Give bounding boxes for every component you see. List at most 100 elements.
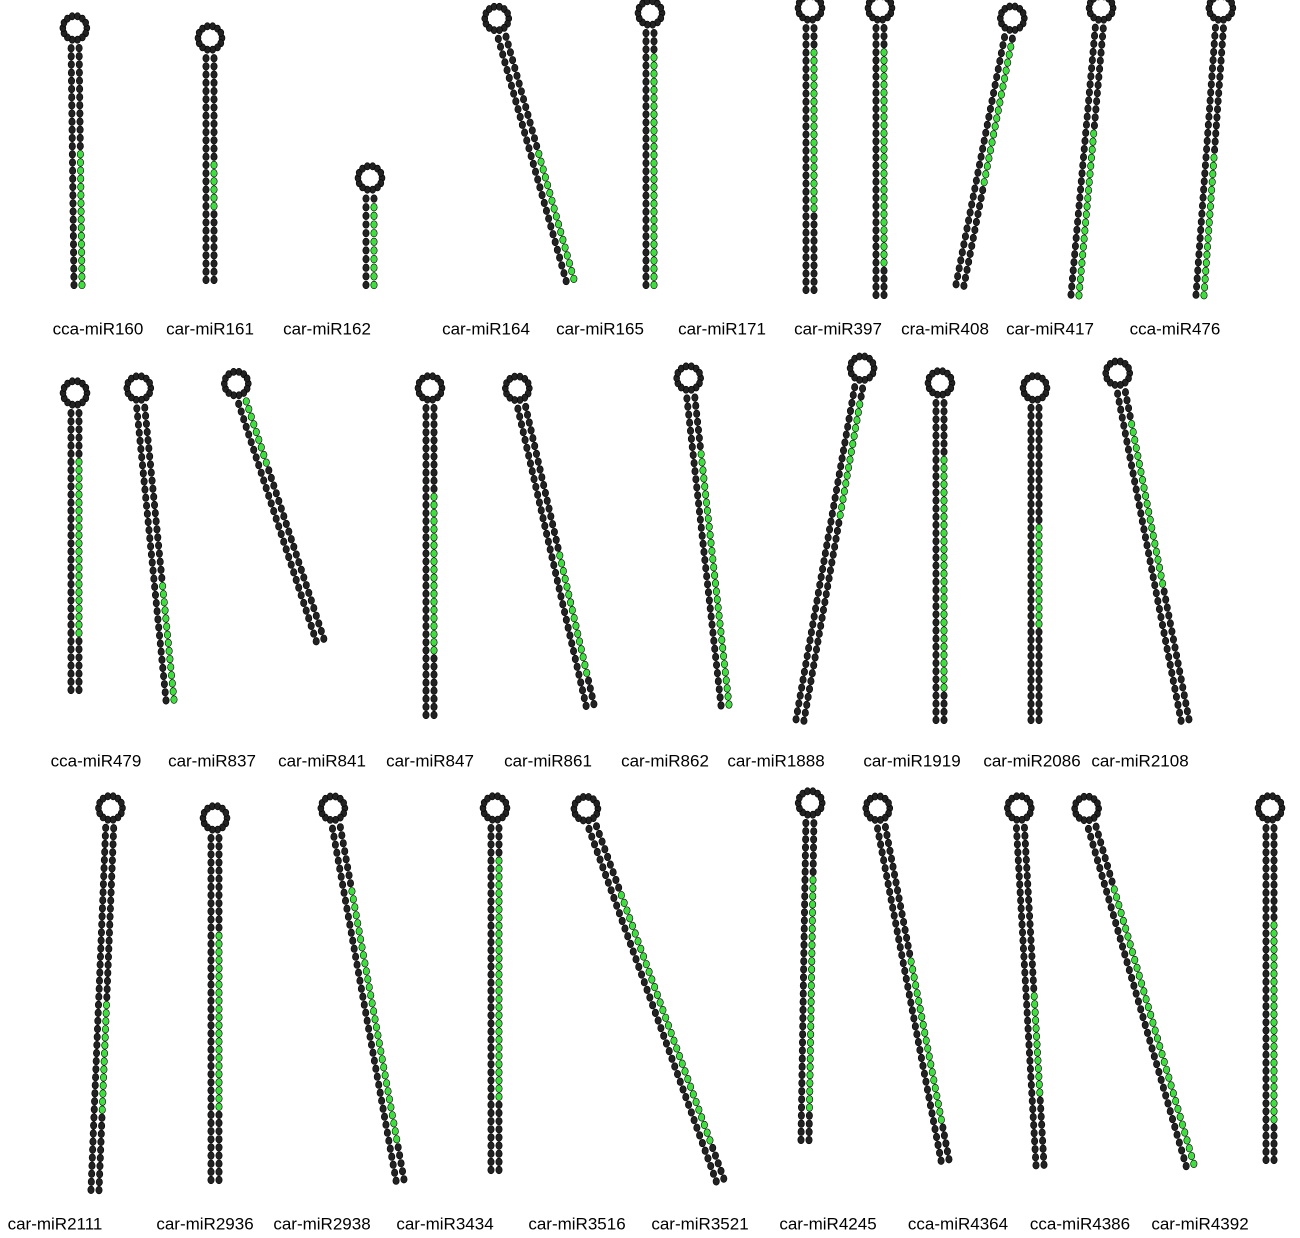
nucleotide [68, 654, 74, 662]
nucleotide [208, 1070, 214, 1078]
nucleotide [1027, 928, 1033, 936]
nucleotide [156, 624, 162, 632]
nucleotide [810, 893, 816, 901]
nucleotide [566, 591, 572, 599]
nucleotide [208, 989, 214, 997]
nucleotide [1028, 596, 1034, 604]
nucleotide [1024, 864, 1030, 872]
nucleotide [216, 1038, 222, 1046]
nucleotide [565, 624, 571, 632]
nucleotide [873, 178, 879, 186]
nucleotide [69, 167, 75, 175]
nucleotide [712, 580, 718, 588]
nucleotide [722, 668, 728, 676]
nucleotide [208, 924, 214, 932]
nucleotide [531, 442, 537, 450]
nucleotide [933, 448, 939, 456]
nucleotide [651, 86, 657, 94]
nucleotide [811, 147, 817, 155]
nucleotide [1036, 428, 1042, 436]
nucleotide [1205, 121, 1211, 129]
nucleotide [897, 943, 903, 951]
nucleotide [216, 1144, 222, 1152]
nucleotide [97, 953, 103, 961]
nucleotide [1163, 1092, 1169, 1100]
nucleotide [1206, 105, 1212, 113]
nucleotide [1028, 540, 1034, 548]
nucleotide [808, 966, 814, 974]
nucleotide [298, 592, 304, 600]
nucleotide [203, 210, 209, 218]
nucleotide [244, 375, 250, 382]
nucleotide [1271, 986, 1277, 994]
nucleotide [1170, 1090, 1176, 1098]
nucleotide [208, 867, 214, 875]
nucleotide [643, 119, 649, 127]
nucleotide [148, 551, 154, 559]
nucleotide [803, 82, 809, 90]
nucleotide [873, 170, 879, 178]
nucleotide [975, 210, 981, 218]
nucleotide [560, 600, 566, 608]
nucleotide [800, 998, 806, 1006]
nucleotide [171, 696, 177, 704]
nucleotide [363, 1009, 369, 1017]
nucleotide [593, 823, 599, 831]
nucleotide [909, 966, 915, 974]
nucleotide [933, 537, 939, 545]
nucleotide [89, 1154, 95, 1162]
structure-label: car-miR164 [442, 319, 530, 338]
nucleotide [1028, 936, 1034, 944]
nucleotide [544, 181, 550, 189]
nucleotide [571, 275, 577, 283]
nucleotide [811, 65, 817, 73]
nucleotide [208, 1022, 214, 1030]
nucleotide [1069, 275, 1075, 283]
nucleotide [216, 883, 222, 891]
nucleotide [531, 134, 537, 142]
nucleotide [145, 436, 151, 444]
nucleotide [1271, 857, 1277, 865]
nucleotide [431, 622, 437, 630]
nucleotide [708, 613, 714, 621]
rna-structure [1103, 358, 1192, 725]
rna-structure [1068, 0, 1116, 299]
structure-label: car-miR1919 [863, 751, 960, 770]
nucleotide [1220, 33, 1226, 41]
nucleotide [567, 599, 573, 607]
nucleotide [941, 407, 947, 415]
nucleotide [886, 888, 892, 896]
nucleotide [538, 507, 544, 515]
nucleotide [810, 836, 816, 844]
nucleotide [941, 399, 947, 407]
nucleotide [643, 265, 649, 273]
nucleotide [658, 4, 664, 11]
nucleotide [363, 195, 369, 203]
nucleotide [1003, 67, 1009, 75]
nucleotide [76, 645, 82, 653]
nucleotide [1085, 186, 1091, 194]
nucleotide [811, 270, 817, 278]
nucleotide [925, 1045, 931, 1053]
nucleotide [643, 167, 649, 175]
nucleotide [1153, 548, 1159, 556]
nucleotide [79, 273, 85, 281]
nucleotide [1036, 588, 1042, 596]
nucleotide [1147, 1037, 1153, 1045]
nucleotide [1097, 57, 1103, 65]
nucleotide [529, 127, 535, 135]
nucleotide [76, 540, 82, 548]
nucleotide [392, 1127, 398, 1135]
nucleotide [687, 1083, 693, 1091]
nucleotide [886, 799, 892, 806]
nucleotide [152, 509, 158, 517]
nucleotide [1263, 970, 1269, 978]
nucleotide [1263, 1019, 1269, 1027]
nucleotide [1088, 162, 1094, 170]
nucleotide [68, 540, 74, 548]
nucleotide [96, 1178, 102, 1186]
nucleotide [496, 1126, 502, 1134]
nucleotide [357, 977, 363, 985]
nucleotide [68, 523, 74, 531]
nucleotide [256, 436, 262, 444]
